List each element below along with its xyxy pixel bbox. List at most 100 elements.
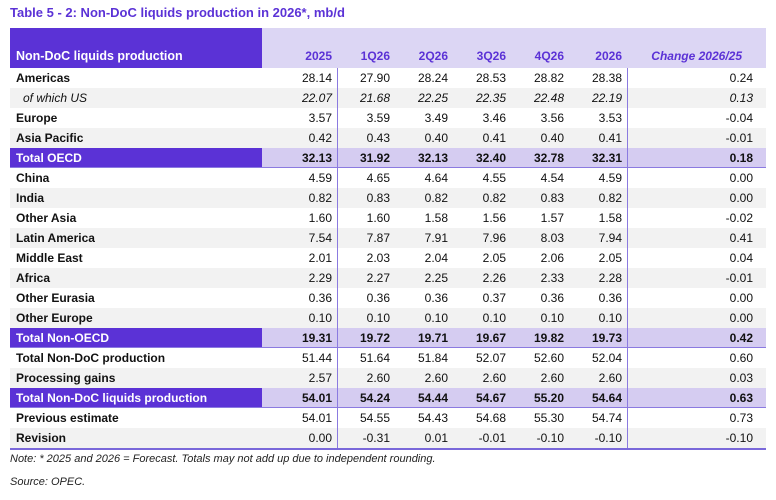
change-cell: 0.42	[729, 330, 753, 345]
value-cell: 22.25	[417, 91, 448, 105]
value-cell: 0.82	[424, 191, 448, 205]
table-row: Middle East 2.01 2.03 2.04 2.05 2.06 2.05 0.04	[10, 248, 766, 268]
value-cell: 0.40	[424, 131, 448, 145]
column-divider-2026	[627, 68, 628, 448]
table-row: Europe 3.57 3.59 3.49 3.46 3.56 3.53 -0.04	[10, 108, 766, 128]
column-header: 3Q26	[476, 49, 506, 63]
change-cell: 0.03	[729, 371, 753, 385]
change-cell: 0.63	[729, 390, 753, 405]
value-cell: 51.44	[301, 351, 332, 365]
value-cell: 0.42	[308, 131, 332, 145]
row-label: India	[16, 191, 45, 205]
value-cell: 32.31	[591, 150, 622, 165]
column-header: 2026	[595, 49, 622, 63]
table-row: Other Europe 0.10 0.10 0.10 0.10 0.10 0.10 0.00	[10, 308, 766, 328]
value-cell: 0.10	[598, 311, 622, 325]
value-cell: 55.30	[533, 411, 564, 425]
value-cell: 4.54	[540, 171, 564, 185]
column-header: 2025	[305, 49, 332, 63]
value-cell: 32.40	[475, 150, 506, 165]
value-cell: 28.24	[417, 71, 448, 85]
table-row: Latin America 7.54 7.87 7.91 7.96 8.03 7.94 0.4…	[10, 228, 766, 248]
value-cell: 0.10	[482, 311, 506, 325]
change-cell: 0.73	[729, 411, 753, 425]
row-label: Other Asia	[16, 211, 77, 225]
value-cell: 0.41	[598, 131, 622, 145]
value-cell: 22.07	[301, 91, 332, 105]
change-cell: -0.01	[725, 271, 753, 285]
value-cell: 0.10	[540, 311, 564, 325]
value-cell: 0.43	[366, 131, 390, 145]
row-label: China	[16, 171, 50, 185]
value-cell: 3.46	[482, 111, 506, 125]
value-cell: 2.60	[482, 371, 506, 385]
value-cell: 1.58	[424, 211, 448, 225]
value-cell: 0.36	[598, 291, 622, 305]
value-cell: 2.60	[598, 371, 622, 385]
value-cell: 3.49	[424, 111, 448, 125]
change-cell: -0.10	[725, 431, 753, 445]
value-cell: 3.53	[598, 111, 622, 125]
table-row: Asia Pacific 0.42 0.43 0.40 0.41 0.40 0.41 -0.0…	[10, 128, 766, 148]
value-cell: 54.68	[475, 411, 506, 425]
value-cell: 0.10	[308, 311, 332, 325]
value-cell: 0.37	[482, 291, 506, 305]
value-cell: 7.54	[308, 231, 332, 245]
row-label: Processing gains	[16, 371, 116, 385]
table-row: Total Non-DoC production 51.44 51.64 51.84 5…	[10, 348, 766, 368]
value-cell: 2.33	[540, 271, 564, 285]
value-cell: 0.40	[540, 131, 564, 145]
change-cell: 0.04	[729, 251, 753, 265]
table-row: Total OECD 32.13 31.92 32.13 32.40 32.78 32.31…	[10, 148, 766, 168]
value-cell: 4.65	[366, 171, 390, 185]
column-header: 1Q26	[360, 49, 390, 63]
value-cell: 54.01	[301, 390, 332, 405]
value-cell: 28.82	[533, 71, 564, 85]
value-cell: 2.28	[598, 271, 622, 285]
table-row: Africa 2.29 2.27 2.25 2.26 2.33 2.28 -0.01	[10, 268, 766, 288]
row-label: Other Eurasia	[16, 291, 95, 305]
change-cell: 0.00	[729, 291, 753, 305]
change-cell: 0.18	[729, 150, 753, 165]
change-cell: 0.13	[729, 91, 753, 105]
table-row: Other Asia 1.60 1.60 1.58 1.56 1.57 1.58 -0.02	[10, 208, 766, 228]
value-cell: 19.73	[591, 330, 622, 345]
change-cell: 0.00	[729, 171, 753, 185]
value-cell: 51.84	[417, 351, 448, 365]
value-cell: 31.92	[359, 150, 390, 165]
value-cell: 4.55	[482, 171, 506, 185]
value-cell: 0.36	[308, 291, 332, 305]
value-cell: 0.82	[482, 191, 506, 205]
row-label: Europe	[16, 111, 58, 125]
value-cell: 2.26	[482, 271, 506, 285]
change-cell: 0.41	[729, 231, 753, 245]
value-cell: 2.25	[424, 271, 448, 285]
value-cell: -0.01	[478, 431, 506, 445]
value-cell: 7.91	[424, 231, 448, 245]
row-label: of which US	[23, 91, 88, 105]
value-cell: 4.59	[598, 171, 622, 185]
value-cell: 3.59	[366, 111, 390, 125]
value-cell: 1.60	[308, 211, 332, 225]
value-cell: 32.13	[417, 150, 448, 165]
value-cell: 2.05	[598, 251, 622, 265]
value-cell: 2.27	[366, 271, 390, 285]
value-cell: 52.60	[533, 351, 564, 365]
column-header: 4Q26	[534, 49, 564, 63]
row-label: Previous estimate	[16, 411, 119, 425]
column-headers: 2025 1Q26 2Q26 3Q26 4Q26 2026	[262, 28, 627, 68]
column-header-change: Change 2026/25	[651, 49, 742, 63]
value-cell: 0.36	[424, 291, 448, 305]
value-cell: 0.83	[540, 191, 564, 205]
table-header-row: Non-DoC liquids production 2025 1Q26 2Q26 3…	[10, 28, 766, 68]
value-cell: 54.74	[591, 411, 622, 425]
table-row: Total Non-DoC liquids production 54.01 54.…	[10, 388, 766, 408]
value-cell: 0.10	[366, 311, 390, 325]
value-cell: 2.60	[540, 371, 564, 385]
value-cell: 54.55	[359, 411, 390, 425]
change-cell: -0.04	[725, 111, 753, 125]
value-cell: 4.64	[424, 171, 448, 185]
row-label: Latin America	[16, 231, 95, 245]
value-cell: -0.10	[594, 431, 622, 445]
